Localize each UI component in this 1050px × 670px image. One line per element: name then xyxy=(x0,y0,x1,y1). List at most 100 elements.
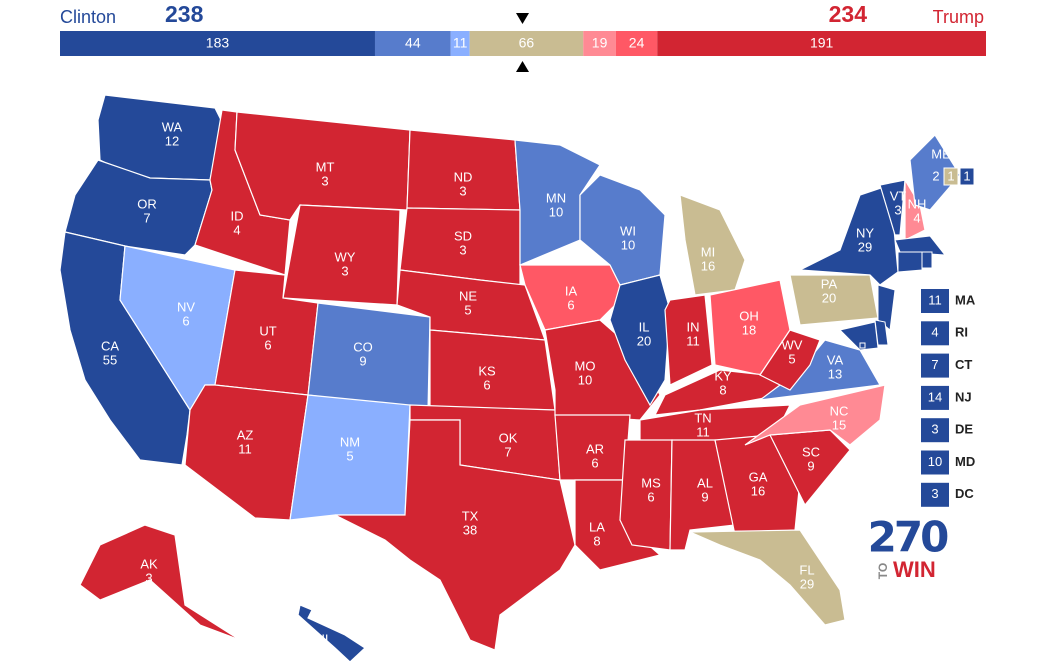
state-abbr: IN xyxy=(687,319,700,334)
state xyxy=(689,529,846,626)
state-votes: 6 xyxy=(591,455,598,470)
state xyxy=(334,419,576,651)
small-state-votes: 4 xyxy=(931,325,938,340)
state-abbr: HI xyxy=(316,631,329,646)
state-votes: 7 xyxy=(143,210,150,225)
state-abbr: VA xyxy=(827,352,844,367)
state-abbr: ME xyxy=(931,146,951,161)
state xyxy=(79,524,241,641)
state-votes: 9 xyxy=(359,353,366,368)
state xyxy=(759,329,821,391)
left-name: Clinton xyxy=(60,7,116,27)
state-votes: 4 xyxy=(913,210,920,225)
state-abbr: IL xyxy=(639,319,650,334)
small-state-abbr: DE xyxy=(955,422,973,437)
small-state-abbr: DC xyxy=(955,486,974,501)
state xyxy=(744,384,886,446)
bar-label: 183 xyxy=(206,35,230,51)
district-box xyxy=(943,167,959,186)
small-state xyxy=(894,235,947,256)
state-abbr: MS xyxy=(641,475,661,490)
state-abbr: WI xyxy=(620,223,636,238)
state-votes: 6 xyxy=(567,297,574,312)
state xyxy=(609,274,671,407)
small-state-box xyxy=(921,385,949,410)
state-votes: 4 xyxy=(233,222,240,237)
state-votes: 2 xyxy=(932,168,939,183)
state-votes: 20 xyxy=(637,333,651,348)
district-votes: 1 xyxy=(963,168,970,183)
state-votes: 3 xyxy=(894,202,901,217)
state-abbr: NV xyxy=(177,299,195,314)
state-votes: 3 xyxy=(321,173,328,188)
state-abbr: MT xyxy=(316,159,335,174)
state xyxy=(664,294,713,386)
small-state-votes: 7 xyxy=(931,357,938,372)
state-abbr: SC xyxy=(802,444,820,459)
state-abbr: WY xyxy=(335,249,356,264)
state-abbr: WV xyxy=(782,337,803,352)
state-abbr: MI xyxy=(701,244,715,259)
state-abbr: KS xyxy=(478,363,496,378)
state-votes: 15 xyxy=(832,417,846,432)
small-state-votes: 10 xyxy=(928,454,942,469)
state-abbr: ND xyxy=(454,169,473,184)
state-votes: 6 xyxy=(182,313,189,328)
bar-label: 19 xyxy=(592,35,608,51)
state xyxy=(307,302,431,411)
state-votes: 3 xyxy=(459,242,466,257)
state xyxy=(797,184,899,286)
state-votes: 5 xyxy=(464,302,471,317)
state-votes: 10 xyxy=(549,204,563,219)
state-abbr: AR xyxy=(586,441,604,456)
state-abbr: VT xyxy=(890,188,907,203)
bar-segment xyxy=(450,31,470,56)
state-abbr: NH xyxy=(908,196,927,211)
small-state xyxy=(897,251,923,273)
bar-segment xyxy=(657,31,986,56)
bar-label: 11 xyxy=(453,35,468,51)
state-votes: 3 xyxy=(459,183,466,198)
state-abbr: CA xyxy=(101,338,119,353)
state-votes: 5 xyxy=(346,448,353,463)
bar-segment xyxy=(583,31,616,56)
small-state-votes: 14 xyxy=(928,389,942,404)
state-abbr: CO xyxy=(353,339,373,354)
state-votes: 16 xyxy=(751,483,765,498)
district-votes: 1 xyxy=(947,168,954,183)
state-votes: 20 xyxy=(822,290,836,305)
small-state xyxy=(859,342,866,349)
state-abbr: UT xyxy=(259,323,276,338)
state-abbr: WA xyxy=(162,119,183,134)
state-votes: 10 xyxy=(578,372,592,387)
small-state-box xyxy=(921,353,949,378)
state-abbr: SD xyxy=(454,228,472,243)
marker-bottom xyxy=(516,61,529,72)
bar-label: 44 xyxy=(405,35,421,51)
state-votes: 5 xyxy=(788,351,795,366)
state-abbr: OK xyxy=(499,430,518,445)
bar-segment xyxy=(615,31,658,56)
state-abbr: IA xyxy=(565,283,578,298)
state-abbr: NC xyxy=(830,403,849,418)
state-abbr: MN xyxy=(546,190,566,205)
marker-top xyxy=(516,13,529,24)
small-state xyxy=(877,284,896,331)
logo-win: WIN xyxy=(893,557,936,582)
state xyxy=(297,604,366,663)
state-votes: 3 xyxy=(145,570,152,585)
state-abbr: PA xyxy=(821,276,838,291)
small-state-votes: 3 xyxy=(931,422,938,437)
small-state-abbr: CT xyxy=(955,357,972,372)
state xyxy=(544,319,661,421)
small-state-abbr: MD xyxy=(955,454,975,469)
state-abbr: MO xyxy=(575,358,596,373)
state-abbr: NE xyxy=(459,288,477,303)
state-abbr: OH xyxy=(739,308,759,323)
small-state-box xyxy=(921,450,949,475)
state-votes: 6 xyxy=(264,337,271,352)
state-votes: 7 xyxy=(504,444,511,459)
small-state-abbr: RI xyxy=(955,325,968,340)
state-votes: 6 xyxy=(483,377,490,392)
state-abbr: TX xyxy=(462,508,479,523)
